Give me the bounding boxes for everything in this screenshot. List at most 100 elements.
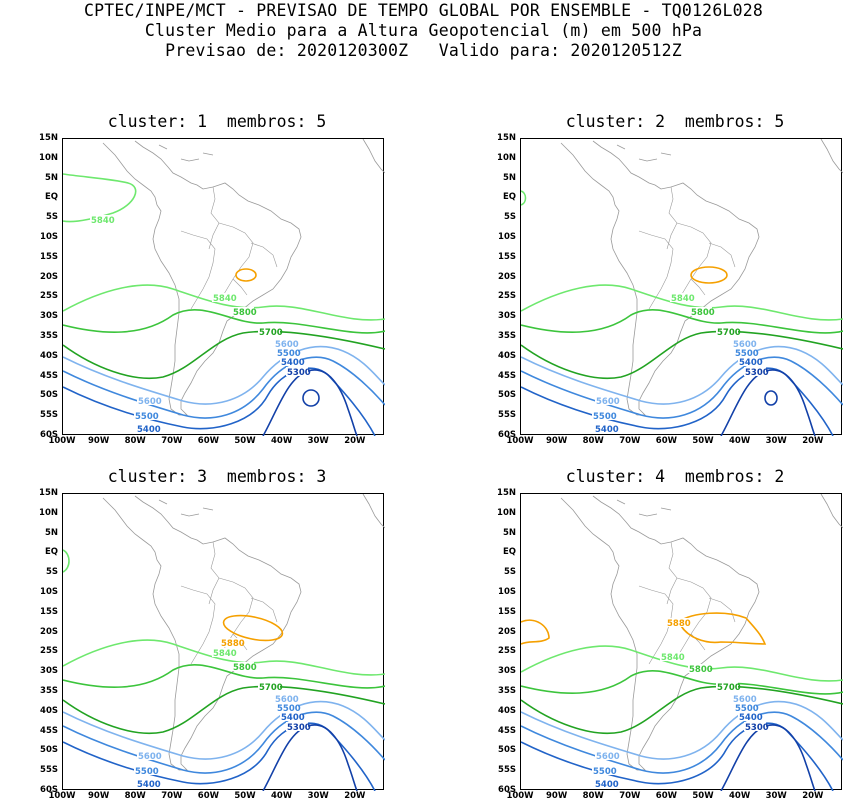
longitude-label: 70W [619,436,641,446]
longitude-label: 40W [270,436,293,446]
contour-label: 5600 [138,752,162,762]
longitude-label: 80W [124,436,146,446]
latitude-label: 15N [497,488,516,498]
latitude-label: EQ [44,192,58,203]
longitude-label: 50W [234,791,256,801]
contour-label: 5600 [138,397,162,407]
longitude-label: 30W [307,436,329,446]
longitude-label: 60W [655,436,677,446]
longitude-label: 30W [307,791,329,801]
longitude-label: 80W [582,436,604,446]
contour-label: 5800 [691,308,715,318]
contour-label: 5400 [595,780,619,790]
longitude-label: 80W [582,791,604,801]
map-panel-1: 5840 5840 5800 5700 5600 5500 5400 5300 5600 5500… [62,138,385,436]
longitude-label: 90W [87,791,110,801]
latitude-label: 5N [502,527,516,538]
latitude-label: 10N [39,507,58,518]
latitude-label: 25S [498,291,516,302]
panel-title: cluster: 2 membros: 5 [565,112,785,131]
contour-label: 5600 [596,752,620,762]
latitude-label: 10N [497,152,516,163]
contour-label: 5300 [287,723,311,733]
contour-label: 5500 [277,704,301,714]
latitude-label: 45S [498,725,516,736]
latitude-label: 60S [498,430,516,440]
longitude-label: 60W [197,791,219,801]
latitude-label: 10N [497,507,516,518]
longitude-label: 100W [48,436,76,446]
contour-label: 5600 [275,340,299,350]
contour-label: 5500 [593,767,617,777]
contour-label: 5500 [735,349,759,359]
contour-label: 5800 [233,663,257,673]
latitude-label: 35S [498,331,516,341]
contour-label: 5840 [671,294,695,304]
longitude-label: 30W [765,436,787,446]
contour-map: 5880584058005700560055005400530056005500… [63,494,385,791]
contour-label: 5840 [213,649,237,659]
latitude-label: 25S [40,291,58,302]
latitude-label: 30S [498,666,516,677]
latitude-label: 45S [40,725,58,736]
contour-label: 5300 [287,368,311,378]
latitude-label: 15S [40,606,58,617]
latitude-label: 40S [40,705,58,716]
longitude-label: 100W [506,436,534,446]
contour-label: 5600 [596,397,620,407]
latitude-label: 5S [45,567,58,578]
latitude-label: EQ [502,547,516,558]
latitude-label: 30S [40,311,58,322]
contour-label: 5840 [213,294,237,304]
latitude-label: 5S [503,212,516,223]
contour-label: 5300 [745,723,769,733]
latitude-label: 25S [40,646,58,657]
contour-label: 5800 [689,665,713,675]
contour-label: 5600 [733,340,757,350]
longitude-label: 40W [270,791,293,801]
latitude-label: 10S [498,232,516,242]
longitude-label: 30W [765,791,787,801]
longitude-label: 20W [344,791,366,801]
longitude-label: 70W [161,791,183,801]
contour-label: 5840 [661,653,685,663]
contour-label: 5600 [275,695,299,705]
longitude-label: 50W [692,791,714,801]
latitude-label: 40S [498,350,516,361]
latitude-label: 20S [40,271,58,282]
longitude-label: 90W [545,791,568,801]
contour-label: 5500 [593,412,617,422]
longitude-label: 20W [802,436,824,446]
longitude-label: 100W [48,791,76,801]
contour-label: 5400 [595,425,619,435]
contour-label: 5400 [281,713,305,723]
longitude-label: 90W [87,436,110,446]
latitude-label: 40S [498,705,516,716]
latitude-label: 50S [498,745,516,756]
latitude-label: 20S [498,271,516,282]
latitude-label: 60S [498,785,516,795]
longitude-label: 80W [124,791,146,801]
contour-label: 5400 [137,780,161,790]
panel-title: cluster: 4 membros: 2 [565,467,785,486]
contour-label: 5500 [135,767,159,777]
latitude-label: EQ [502,192,516,203]
contour-map: 5880584058005700560055005400530056005500… [521,494,843,791]
map-panel-3: 5880 5840 5800 5700 5600 5500 5400 5300 5600 5500… [62,493,385,791]
contour-label: 5500 [735,704,759,714]
latitude-label: 5N [44,172,58,183]
latitude-label: 45S [498,370,516,381]
contour-label: 5500 [277,349,301,359]
longitude-label: 40W [728,436,751,446]
longitude-label: 20W [802,791,824,801]
latitude-label: 10S [40,587,58,597]
contour-label: 5700 [259,683,283,693]
panel-title: cluster: 1 membros: 5 [107,112,327,131]
longitude-label: 60W [197,436,219,446]
latitude-label: 40S [40,350,58,361]
latitude-label: 15N [497,133,516,143]
latitude-label: 55S [40,765,58,776]
panel-title: cluster: 3 membros: 3 [107,467,327,486]
contour-label: 5400 [137,425,161,435]
longitude-label: 50W [234,436,256,446]
